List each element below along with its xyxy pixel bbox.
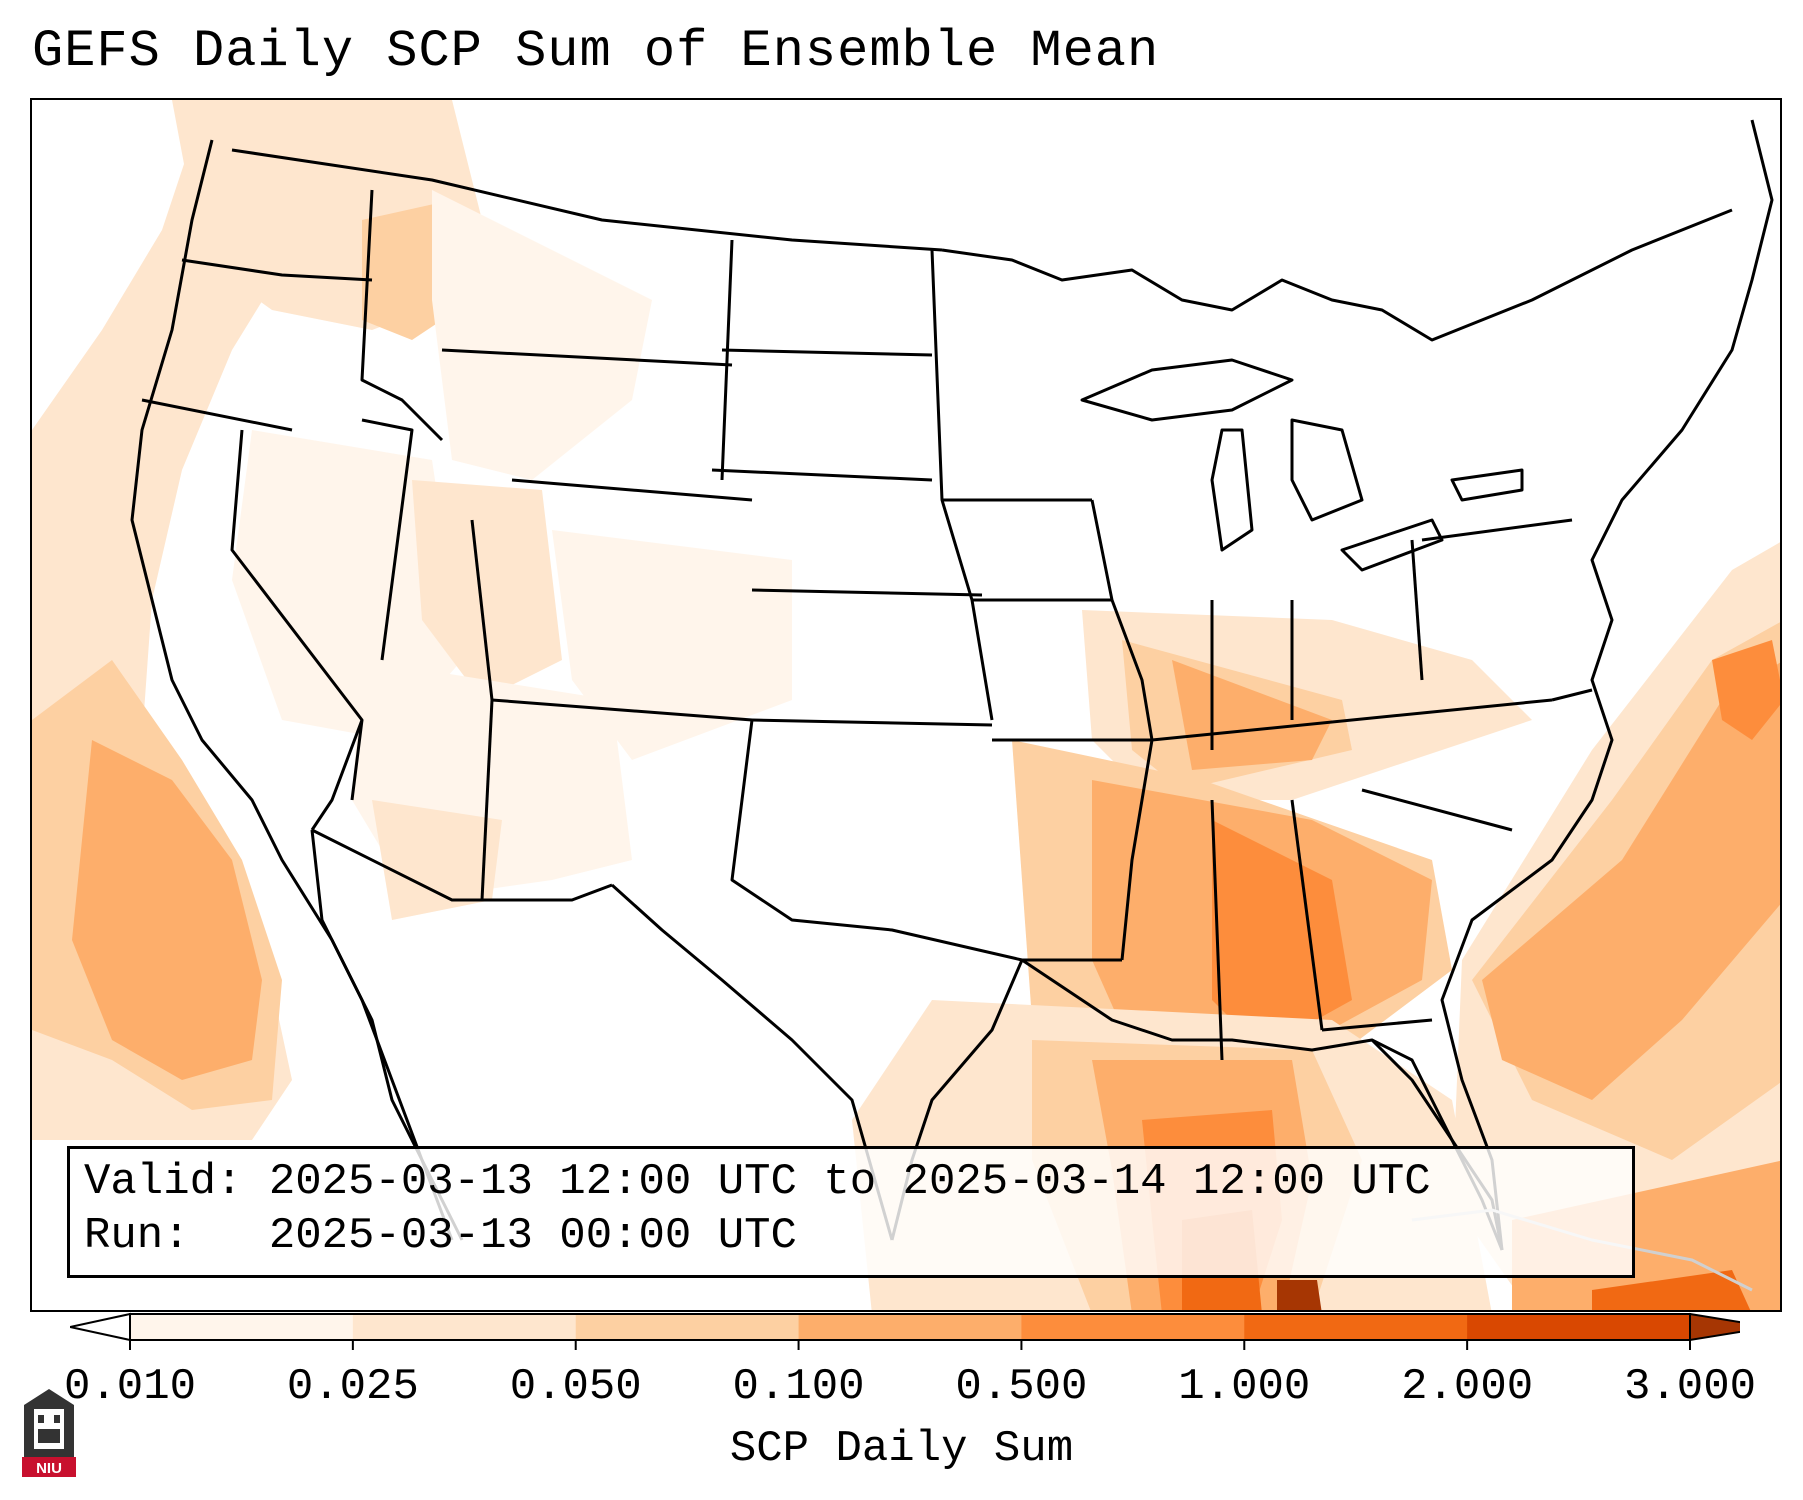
border-ne-ks: [751, 588, 983, 597]
map-canvas: [32, 100, 1780, 1310]
lake-erie: [1340, 518, 1444, 572]
lake-superior: [1080, 358, 1294, 422]
border-co-nm: [491, 698, 753, 722]
border-va-nc: [1551, 688, 1593, 702]
shade-basin: [232, 430, 462, 740]
shade-atlantic-strong: [1712, 640, 1780, 740]
border-ms-al: [1210, 799, 1224, 1061]
colorbar-extend-min: [70, 1312, 131, 1342]
colorbar-segment: [1021, 1314, 1245, 1340]
border-wy-co: [511, 478, 753, 502]
lake-huron: [1290, 418, 1364, 522]
border-central: [930, 249, 994, 721]
colorbar: [70, 1312, 1740, 1350]
valid-value: 2025-03-13 12:00 UTC to 2025-03-14 12:00…: [268, 1157, 1431, 1207]
border-nv-ut: [361, 418, 414, 661]
border-us-mexico-west: [311, 828, 613, 902]
colorbar-tick-label: 3.000: [1623, 1362, 1757, 1412]
map-title: GEFS Daily SCP Sum of Ensemble Mean: [32, 22, 1160, 81]
border-dakotas-west: [720, 239, 734, 481]
colorbar-tick-label: 1.000: [1178, 1362, 1311, 1412]
valid-label: Valid:: [84, 1157, 243, 1207]
border-al-ga: [1290, 799, 1324, 1031]
colorbar-tick-label: 2.000: [1401, 1362, 1534, 1412]
border-rio-grande: [610, 883, 894, 1241]
colorbar-label: SCP Daily Sum: [729, 1424, 1074, 1474]
colorbar-segment: [575, 1314, 800, 1340]
coast-atlantic: [1440, 119, 1774, 1251]
border-az-nm: [480, 699, 494, 901]
colorbar-tick-label: 0.500: [955, 1362, 1088, 1412]
border-ok-tx: [730, 719, 1023, 962]
run-label: Run:: [84, 1211, 190, 1261]
shade-gulf-max: [1277, 1280, 1322, 1310]
valid-line: Valid: 2025-03-13 12:00 UTC to 2025-03-1…: [84, 1157, 1431, 1207]
border-tn-ky: [1151, 698, 1553, 742]
valid-time-box: Valid: 2025-03-13 12:00 UTC to 2025-03-1…: [67, 1146, 1635, 1278]
border-pa-ny: [1421, 518, 1573, 542]
border-or-ca: [141, 398, 293, 432]
colorbar-segment: [1467, 1314, 1691, 1340]
colorbar-tick-label: 0.010: [63, 1362, 197, 1412]
border-ks-ok: [751, 718, 993, 727]
border-id: [360, 189, 444, 442]
border-us-canada-west: [231, 148, 943, 252]
shade-rockies: [432, 190, 652, 480]
logo-text: NIU: [36, 1460, 62, 1477]
border-ga-fl: [1321, 1018, 1433, 1032]
shade-colorado: [552, 530, 792, 760]
colorbar-extend-max: [1689, 1312, 1740, 1342]
niu-logo: NIU: [22, 1389, 76, 1477]
lake-michigan: [1210, 428, 1254, 552]
logo-door: [38, 1429, 60, 1443]
border-sd-ne: [711, 468, 933, 482]
border-nd-sd: [721, 348, 933, 357]
border-mt-wy: [441, 348, 733, 367]
colorbar-tick-label: 0.025: [286, 1362, 419, 1412]
colorbar-segment: [130, 1314, 354, 1340]
shade-atlantic-orange: [1482, 662, 1780, 1100]
logo-window: [38, 1415, 44, 1423]
border-az-ca: [310, 719, 364, 831]
border-wa-or: [181, 258, 373, 282]
logo-window: [54, 1415, 60, 1423]
shade-carib-strong: [1592, 1270, 1751, 1310]
logo-banner: [22, 1457, 76, 1477]
colorbar-tick-label: 0.100: [732, 1362, 865, 1412]
shade-az: [372, 800, 502, 920]
colorbar-tick-label: 0.050: [509, 1362, 642, 1412]
border-us-canada-east: [941, 208, 1733, 342]
colorbar-segment: [798, 1314, 1022, 1340]
shade-pacific-orange: [72, 740, 262, 1080]
coast-west: [130, 139, 464, 1241]
colorbar-segment: [352, 1314, 577, 1340]
run-value: 2025-03-13 00:00 UTC: [268, 1211, 797, 1261]
border-oh-pa: [1410, 539, 1424, 681]
border-ca-nv: [230, 429, 364, 801]
lake-ontario: [1450, 468, 1524, 502]
border-ut-co: [470, 519, 494, 701]
colorbar-segment: [1244, 1314, 1468, 1340]
border-ms-river: [1090, 499, 1154, 961]
map-panel[interactable]: [30, 98, 1782, 1312]
border-nc-sc: [1361, 788, 1513, 832]
scp-shading-layer: [32, 100, 1780, 1310]
colorbar-outline: [129, 1313, 1691, 1341]
shade-utah: [412, 480, 562, 700]
run-line: Run: 2025-03-13 00:00 UTC: [84, 1211, 797, 1261]
